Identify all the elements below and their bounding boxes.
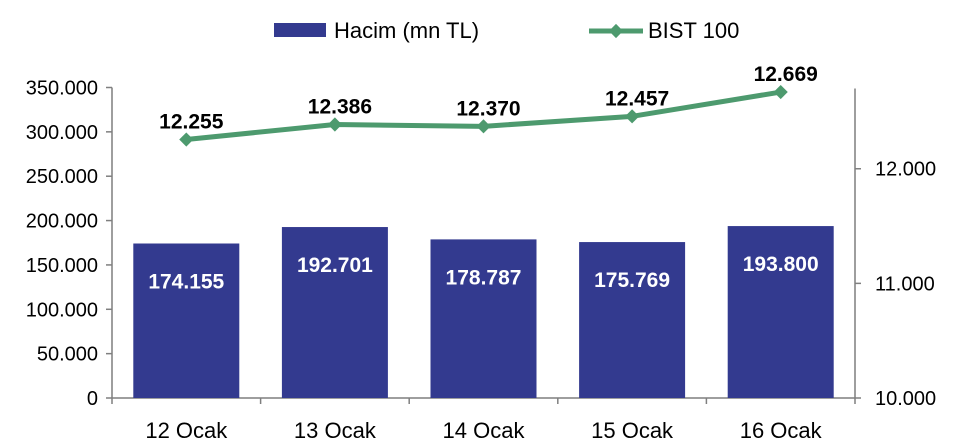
- x-axis-tick-label: 15 Ocak: [591, 418, 674, 443]
- x-axis: 12 Ocak 13 Ocak 14 Ocak 15 Ocak 16 Ocak: [111, 397, 856, 443]
- left-axis-tick-label: 350.000: [26, 78, 98, 100]
- bar: [430, 239, 537, 398]
- line-data-label: 12.457: [605, 87, 669, 110]
- x-axis-tick-label: 12 Ocak: [145, 418, 228, 443]
- bar-data-label: 192.701: [297, 254, 373, 277]
- line-data-label: 12.386: [308, 95, 372, 118]
- right-axis-tick-label: 12.000: [875, 159, 936, 181]
- bar: [133, 243, 240, 398]
- line-series: 12.255 12.386 12.370 12.457 12.669: [159, 63, 818, 147]
- left-axis-tick-label: 200.000: [26, 211, 98, 233]
- line-point: [476, 119, 491, 134]
- legend-bar-label: Hacim (mn TL): [334, 18, 479, 43]
- left-axis-tick-label: 300.000: [26, 122, 98, 144]
- legend: Hacim (mn TL) BIST 100: [274, 18, 739, 43]
- right-axis-tick-label: 11.000: [875, 273, 935, 295]
- legend-bar-swatch: [274, 23, 326, 37]
- line-point: [773, 84, 788, 100]
- bar-data-label: 175.769: [594, 269, 670, 292]
- line-point: [179, 132, 194, 147]
- bar-data-label: 178.787: [446, 266, 522, 289]
- left-axis-tick-label: 150.000: [26, 255, 98, 277]
- x-axis-tick-label: 13 Ocak: [294, 418, 377, 443]
- line-point: [327, 117, 342, 132]
- bar-series: 174.155 192.701 178.787 175.769 193.800: [133, 226, 834, 398]
- x-axis-tick-label: 14 Ocak: [443, 418, 526, 443]
- legend-line-marker: [608, 23, 624, 39]
- line-data-label: 12.370: [456, 97, 520, 120]
- line-point: [625, 109, 640, 124]
- left-axis-tick-label: 100.000: [26, 299, 98, 321]
- legend-line-label: BIST 100: [648, 18, 739, 43]
- line-data-label: 12.255: [159, 111, 224, 134]
- bar: [281, 227, 388, 398]
- right-axis-tick-label: 10.000: [875, 388, 936, 410]
- right-axis: 10.000 11.000 12.000: [854, 88, 936, 410]
- left-axis-tick-label: 0: [87, 388, 98, 410]
- bar-data-label: 174.155: [148, 270, 224, 293]
- bar: [727, 226, 834, 398]
- x-axis-tick-label: 16 Ocak: [740, 418, 823, 443]
- bar-data-label: 193.800: [743, 253, 819, 276]
- left-axis-tick-label: 250.000: [26, 166, 98, 188]
- left-axis-tick-label: 50.000: [37, 344, 98, 366]
- bar: [579, 242, 686, 398]
- left-axis: 0 50.000 100.000 150.000 200.000 250.000 300.0…: [26, 78, 113, 410]
- line-data-label: 12.669: [754, 63, 818, 86]
